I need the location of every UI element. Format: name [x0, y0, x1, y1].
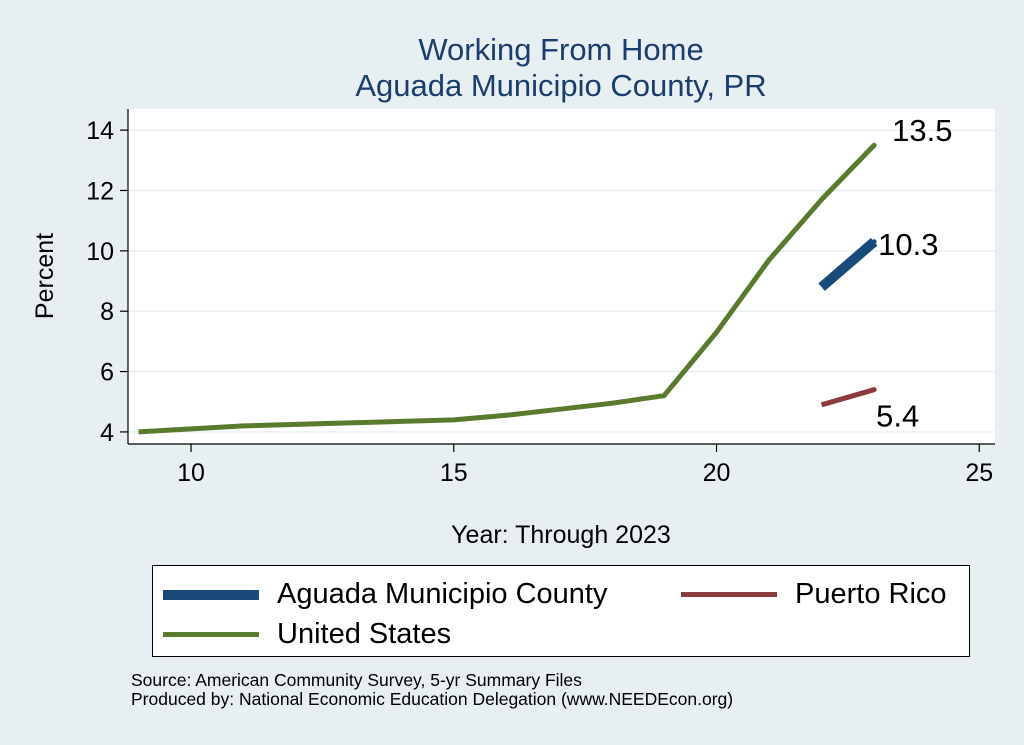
source-line: Source: American Community Survey, 5-yr …	[131, 670, 582, 690]
x-axis-label: Year: Through 2023	[451, 521, 671, 549]
series-endpoint-aguada-municipio-county	[871, 239, 877, 245]
series-line-puerto-rico	[820, 387, 875, 408]
y-tick-label-12: 12	[86, 177, 114, 205]
end-label-puerto-rico: 5.4	[876, 399, 919, 434]
gridlines	[128, 129, 995, 433]
plot-area	[128, 109, 995, 444]
chart-title-line-1: Working From Home	[418, 32, 703, 67]
series-endpoint-united-states	[871, 142, 877, 148]
y-tick-label-6: 6	[100, 359, 114, 387]
y-tick-label-10: 10	[86, 238, 114, 266]
end-label-aguada-municipio-county: 10.3	[878, 227, 938, 262]
y-tick-label-14: 14	[86, 117, 114, 145]
x-tick-label-25: 25	[965, 459, 993, 487]
legend-swatch-united-states	[163, 632, 259, 637]
legend-item-aguada: Aguada Municipio County	[163, 578, 607, 611]
y-tick-label-4: 4	[100, 419, 114, 447]
legend-label-united-states: United States	[277, 618, 452, 650]
produced-by-line: Produced by: National Economic Education…	[131, 689, 734, 709]
x-tick-label-20: 20	[703, 459, 731, 487]
legend-item-united-states: United States	[163, 618, 451, 651]
source-notes: Source: American Community Survey, 5-yr …	[131, 671, 733, 709]
legend-item-puerto-rico: Puerto Rico	[681, 578, 947, 611]
series-line-aguada-municipio-county	[818, 238, 878, 291]
series-layer	[138, 142, 878, 435]
series-endpoint-puerto-rico	[871, 387, 877, 393]
series-line-united-states	[138, 143, 876, 435]
legend-label-aguada: Aguada Municipio County	[277, 578, 608, 610]
legend-swatch-aguada	[163, 589, 259, 600]
axes: 4 6 8 10 12 14 10 15 20 25	[86, 109, 995, 487]
x-tick-label-15: 15	[440, 459, 468, 487]
legend-label-puerto-rico: Puerto Rico	[795, 578, 947, 610]
legend-swatch-puerto-rico	[681, 592, 777, 597]
end-label-united-states: 13.5	[892, 113, 952, 148]
x-tick-label-10: 10	[177, 459, 205, 487]
y-axis-label: Percent	[31, 233, 59, 319]
legend: Aguada Municipio County Puerto Rico Unit…	[152, 565, 970, 657]
end-labels: 10.3 5.4 13.5	[876, 113, 952, 433]
chart-title-line-2: Aguada Municipio County, PR	[355, 68, 766, 103]
y-tick-label-8: 8	[100, 298, 114, 326]
